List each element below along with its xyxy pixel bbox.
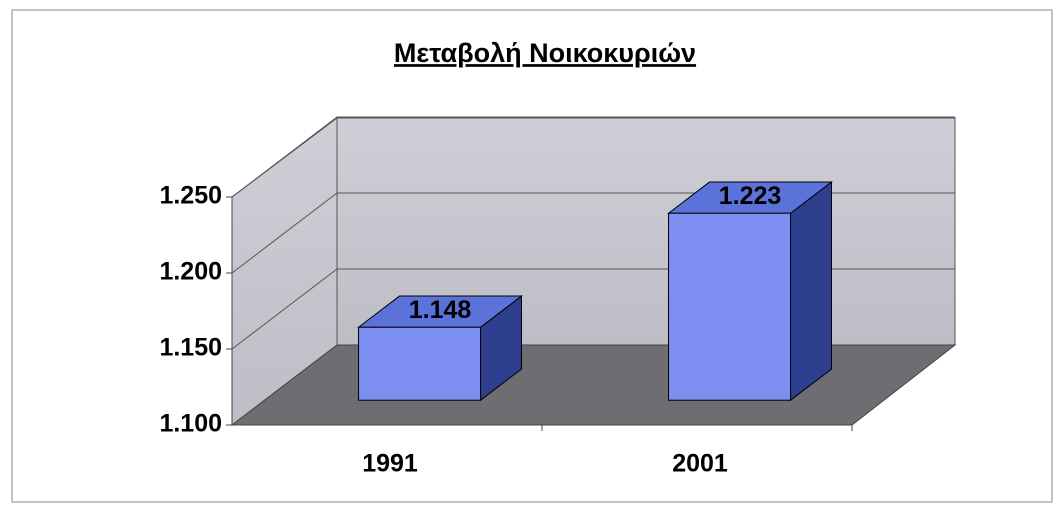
grid-line: [231, 116, 955, 198]
y-tick-label: 1.150: [159, 334, 222, 362]
data-label: 1.148: [409, 296, 472, 324]
bar: [358, 326, 482, 401]
x-tick-label: 2001: [672, 450, 728, 478]
y-tick-label: 1.200: [159, 258, 222, 286]
floor: [230, 344, 957, 426]
bar-side: [790, 181, 832, 402]
bar: [668, 212, 792, 401]
data-label: 1.223: [719, 182, 782, 210]
chart-title: Μεταβολή Νοικοκυριών: [394, 38, 696, 68]
y-tick-label: 1.250: [159, 182, 222, 210]
x-tick-label: 1991: [362, 450, 418, 478]
y-tick-label: 1.100: [159, 410, 222, 438]
